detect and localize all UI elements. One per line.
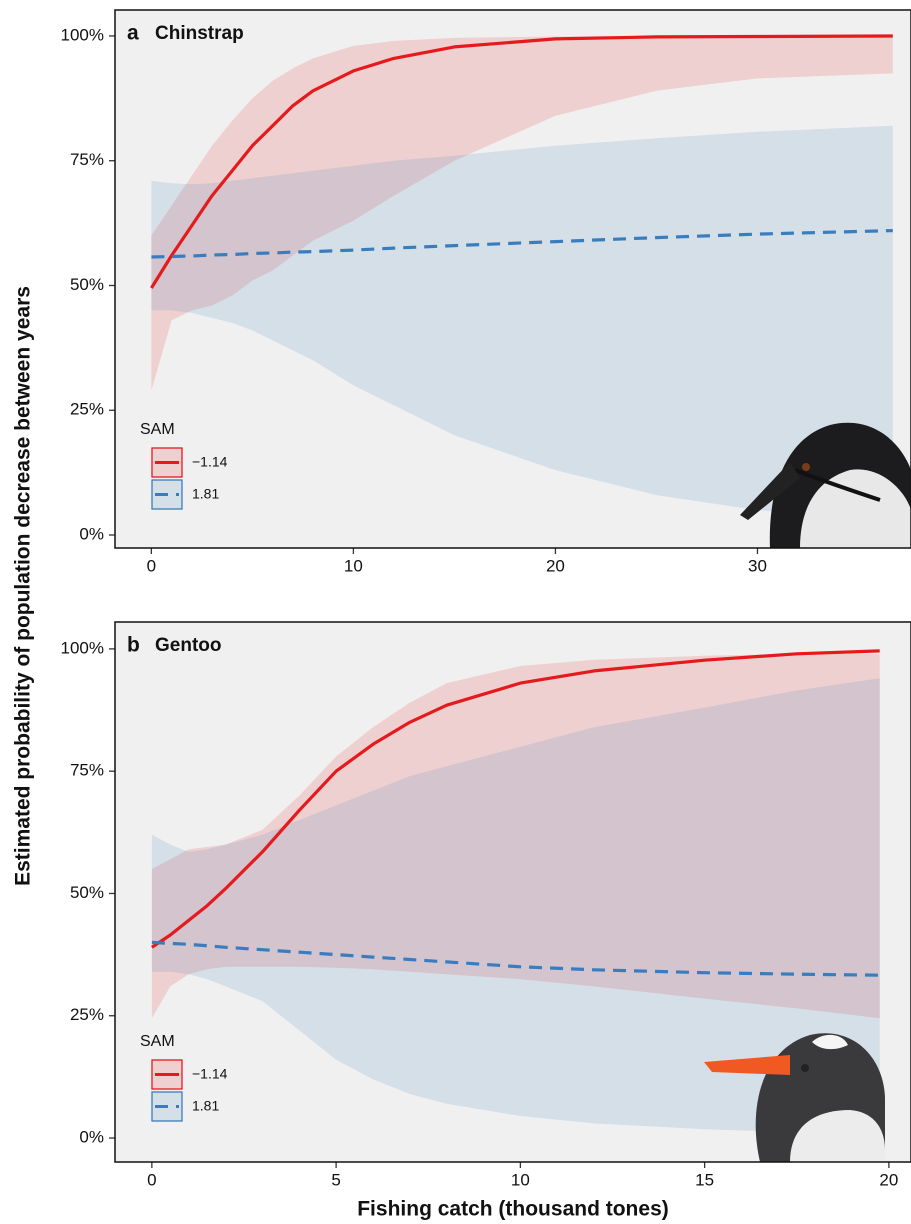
x-tick-label: 10	[344, 556, 363, 575]
panel-title: Gentoo	[155, 635, 222, 656]
x-tick-label: 5	[331, 1170, 340, 1189]
y-tick-label: 75%	[70, 150, 104, 169]
legend-label: 1.81	[192, 1098, 219, 1114]
legend-label: −1.14	[192, 454, 228, 470]
y-tick-label: 100%	[61, 25, 104, 44]
panel-letter: b	[127, 634, 140, 657]
x-tick-label: 0	[147, 1170, 156, 1189]
y-axis-title: Estimated probability of population decr…	[12, 286, 35, 886]
x-tick-label: 10	[511, 1170, 530, 1189]
x-tick-label: 15	[695, 1170, 714, 1189]
x-axis-title: Fishing catch (thousand tones)	[357, 1198, 669, 1221]
panel-title: Chinstrap	[155, 23, 244, 44]
x-tick-label: 30	[748, 556, 767, 575]
x-tick-label: 20	[546, 556, 565, 575]
legend-label: 1.81	[192, 486, 219, 502]
figure: Estimated probability of population decr…	[0, 0, 911, 1224]
y-tick-label: 0%	[79, 525, 104, 544]
legend-label: −1.14	[192, 1066, 228, 1082]
y-tick-label: 50%	[70, 275, 104, 294]
legend-title: SAM	[140, 421, 175, 438]
x-tick-label: 0	[147, 556, 156, 575]
y-tick-label: 75%	[70, 761, 104, 780]
y-tick-label: 100%	[61, 638, 104, 657]
x-tick-label: 20	[879, 1170, 898, 1189]
y-tick-label: 0%	[79, 1128, 104, 1147]
panel-letter: a	[127, 22, 139, 45]
y-tick-label: 25%	[70, 1005, 104, 1024]
y-tick-label: 25%	[70, 400, 104, 419]
y-tick-label: 50%	[70, 883, 104, 902]
legend-title: SAM	[140, 1033, 175, 1050]
